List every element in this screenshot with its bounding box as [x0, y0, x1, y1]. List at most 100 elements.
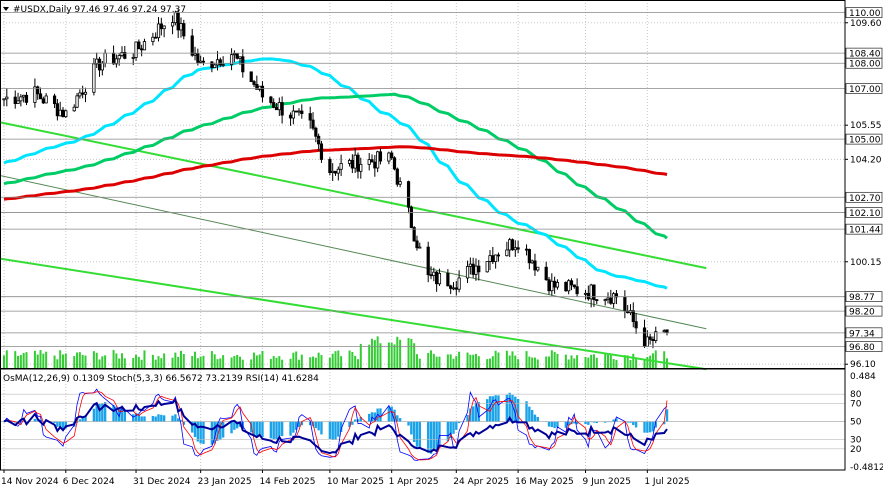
osma-bar: [101, 403, 104, 422]
price-level-label: 108.40: [849, 50, 881, 60]
osma-bar: [351, 421, 354, 425]
candle-body: [347, 160, 352, 164]
osma-bar: [176, 418, 180, 422]
indicator-header: OsMA(12,26,9) 0.1309 Stoch(5,3,3) 66.567…: [3, 374, 319, 384]
candle-body: [100, 62, 104, 71]
osma-bar: [250, 421, 253, 433]
candle-body: [426, 246, 430, 276]
osma-bar: [606, 421, 610, 423]
candle-body: [418, 246, 422, 249]
volume-bar: [36, 354, 39, 368]
osma-bar: [219, 421, 222, 440]
price-level-tag: [845, 57, 883, 69]
volume-bar: [140, 359, 143, 368]
candle-body: [331, 170, 335, 173]
candle-body: [272, 102, 276, 108]
candle-body: [179, 23, 183, 31]
candle-body: [280, 102, 284, 116]
volume-bar: [300, 354, 303, 368]
candle-body: [176, 12, 180, 31]
volume-bar: [435, 356, 438, 368]
volume-bar: [635, 359, 638, 368]
volume-bar: [430, 350, 433, 368]
price-level-label: 97.34: [849, 329, 875, 339]
date-axis: 14 Nov 2024 6 Dec 2024 31 Dec 2024 23 Jan 2…: [1, 470, 690, 487]
candle-body: [64, 110, 68, 118]
volume-bar: [489, 358, 492, 368]
volume-bar: [331, 353, 334, 368]
volume-bar: [376, 336, 379, 368]
osma-bar: [2, 421, 6, 423]
price-tick-label: 104.20: [850, 155, 882, 165]
date-label: 24 Apr 2025: [453, 477, 509, 487]
volume-bar: [567, 359, 570, 368]
volume-bar: [241, 359, 244, 368]
osma-bar: [53, 421, 56, 424]
osma-bar: [151, 415, 155, 422]
osma-bar: [415, 421, 419, 447]
volume-bar: [191, 356, 194, 368]
volume-bar: [632, 353, 635, 368]
candle-body: [61, 109, 65, 118]
candle-body: [81, 92, 85, 95]
stoch-signal-line: [3, 391, 668, 461]
osma-bar: [564, 421, 568, 428]
osma-bar: [334, 421, 337, 440]
volume-bar: [595, 357, 598, 368]
volume-bar: [25, 352, 28, 368]
osma-bar: [533, 414, 537, 422]
volume-bar: [81, 354, 84, 368]
osma-bar: [457, 421, 461, 424]
volume-bar: [312, 356, 315, 368]
price-level-tag: [845, 291, 883, 302]
volume-bar: [570, 355, 573, 368]
volume-bar: [233, 355, 236, 368]
collapse-triangle-icon[interactable]: [3, 7, 9, 11]
channel-middle-line: [0, 174, 707, 330]
candle-body: [154, 36, 158, 39]
osma-bar: [438, 421, 441, 444]
osma-bar: [261, 421, 264, 438]
osma-bar: [429, 421, 433, 454]
volume-bar: [387, 342, 390, 368]
candle-body: [170, 22, 175, 27]
candle-body: [333, 170, 338, 174]
osma-bar: [112, 404, 115, 422]
volume-bar: [590, 354, 593, 368]
osma-bar: [289, 421, 292, 436]
candle-body: [221, 64, 225, 66]
price-candles: [2, 9, 669, 349]
osma-bar: [556, 421, 559, 428]
candle-body: [97, 58, 102, 71]
candle-body: [437, 272, 442, 285]
osma-bar: [193, 421, 197, 438]
price-level-label: 102.10: [849, 209, 881, 219]
candle-body: [75, 95, 79, 108]
volume-bar: [491, 356, 494, 368]
candle-body: [553, 280, 557, 288]
candle-body: [564, 282, 568, 292]
candle-body: [451, 287, 456, 290]
osma-bar: [103, 402, 107, 422]
osma-bar: [387, 406, 391, 422]
volume-bar: [446, 354, 449, 368]
price-grid: [0, 0, 845, 470]
volume-bar: [407, 338, 410, 368]
volume-bar: [123, 358, 126, 368]
volume-bar: [59, 350, 62, 368]
volume-bar: [550, 350, 553, 368]
osma-bar: [120, 408, 124, 422]
candle-body: [201, 60, 206, 63]
candle-body: [140, 48, 144, 51]
osma-bar: [233, 421, 236, 430]
volume-bar: [548, 356, 551, 368]
osma-bar: [615, 418, 618, 422]
volume-bar: [531, 357, 534, 368]
candle-body: [645, 336, 649, 347]
candle-body: [24, 94, 29, 103]
volume-bar: [626, 355, 629, 368]
volume-bar: [261, 350, 264, 368]
candle-body: [491, 255, 495, 263]
osma-bar: [339, 421, 343, 432]
